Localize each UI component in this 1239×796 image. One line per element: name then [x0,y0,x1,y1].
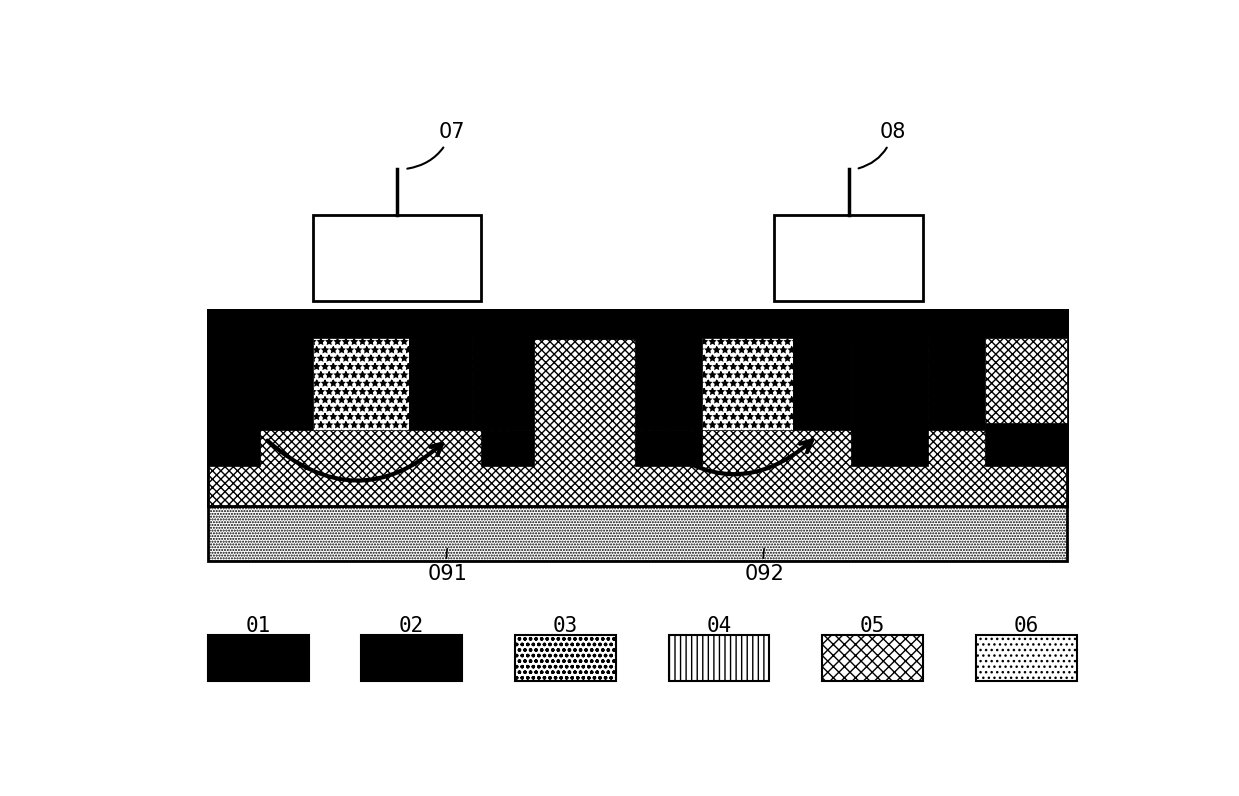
Text: 02: 02 [399,615,425,636]
Bar [208,310,1067,506]
Bar [793,338,851,430]
Bar [362,635,462,681]
Bar [515,635,616,681]
Text: 01: 01 [245,615,271,636]
Bar [774,215,923,301]
Bar [313,215,481,301]
Text: 091: 091 [427,548,467,583]
Bar [636,430,703,466]
Bar [250,338,313,430]
Bar [851,338,928,430]
Bar [928,338,985,430]
Bar [703,338,793,430]
Bar [208,310,1067,506]
Text: 06: 06 [1014,615,1040,636]
Text: 03: 03 [553,615,579,636]
Text: 07: 07 [408,123,465,169]
Text: 05: 05 [860,615,886,636]
Bar [985,423,1067,466]
Bar [472,338,534,430]
Text: 08: 08 [859,123,906,169]
Bar [976,635,1077,681]
Bar [208,635,309,681]
Bar [313,338,409,430]
Bar [823,635,923,681]
Bar [669,635,769,681]
Bar [985,338,1067,430]
Text: 04: 04 [706,615,732,636]
Bar [208,338,260,430]
Bar [409,338,472,430]
Bar [481,430,534,466]
Bar [208,506,1067,561]
Bar [208,310,1067,338]
Bar [208,423,260,466]
Text: 092: 092 [745,548,784,583]
Bar [851,423,928,466]
Bar [636,338,703,430]
